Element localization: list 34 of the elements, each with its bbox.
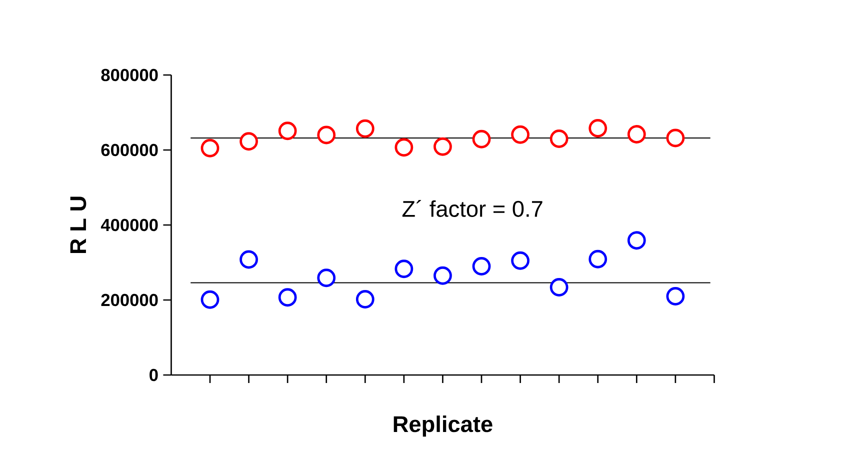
point: [240, 250, 258, 269]
point: [588, 250, 608, 268]
point: [627, 231, 646, 250]
point: [666, 128, 685, 148]
point: [511, 251, 530, 270]
point: [317, 268, 336, 288]
point: [200, 138, 220, 158]
y-tick-label: 0: [150, 368, 158, 382]
point: [666, 287, 685, 306]
point: [278, 122, 297, 140]
point: [511, 125, 530, 144]
point: [356, 119, 374, 138]
point: [317, 126, 336, 144]
point: [394, 138, 414, 157]
point: [588, 119, 608, 138]
point: [240, 132, 258, 151]
point: [200, 290, 220, 309]
point: [278, 288, 297, 307]
point: [472, 257, 491, 276]
y-tick-label: 800000: [101, 68, 158, 82]
annotation: Z´ factor = 0.7: [402, 200, 542, 217]
point: [472, 130, 491, 148]
y-tick-label: 600000: [101, 144, 158, 156]
y-axis-title: R L U: [70, 196, 86, 254]
point: [550, 130, 568, 148]
point: [356, 290, 374, 308]
point: [434, 266, 452, 285]
x-axis-title: Replicate: [394, 416, 492, 437]
y-tick-label: 400000: [100, 218, 158, 232]
point: [434, 137, 452, 156]
point: [394, 260, 414, 278]
y-tick-label: 200000: [101, 294, 158, 306]
point: [627, 125, 646, 144]
point: [550, 278, 568, 296]
